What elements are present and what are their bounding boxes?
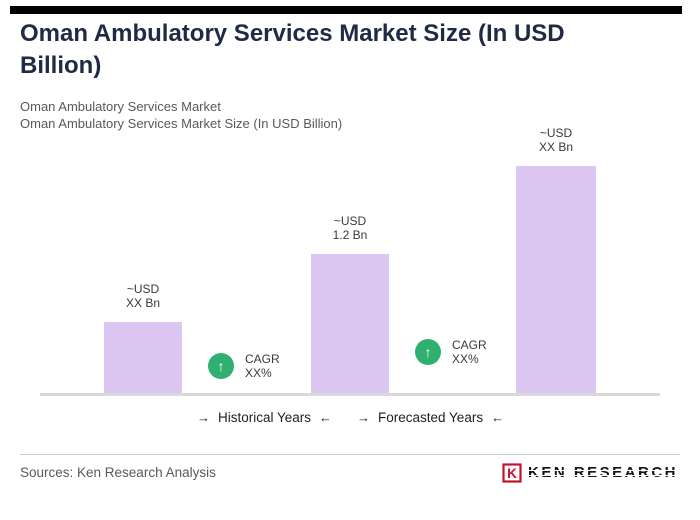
bar-value-label-2: ~USD 1.2 Bn [333,214,368,242]
footer-divider [20,454,680,455]
bar-current [311,254,389,394]
bar-label-line: ~USD [333,214,367,228]
bar-label-line: 1.2 Bn [332,228,368,242]
cagr-text-line: CAGR [452,338,487,352]
bar-forecast [516,166,596,394]
logo-slit-line [527,474,678,476]
forecasted-years-label: → Forecasted Years ← [357,410,504,425]
ken-research-logo: K KEN RESEARCH [502,463,678,483]
up-arrow-glyph: ↑ [424,344,432,360]
growth-up-arrow-icon: ↑ [415,339,441,365]
top-accent-bar [10,6,682,14]
cagr-badge-1: ↑ CAGR XX% [208,352,280,380]
cagr-text-line: XX% [452,352,479,366]
cagr-label-2: CAGR XX% [452,338,487,366]
left-arrow-icon: ← [491,410,505,425]
right-arrow-icon: → [197,410,210,425]
cagr-badge-2: ↑ CAGR XX% [415,338,487,366]
logo-slit-line [527,470,678,472]
cagr-text-line: CAGR [245,352,280,366]
ken-research-logo-text: KEN RESEARCH [527,463,678,483]
right-arrow-icon: → [357,410,370,425]
historical-years-text: Historical Years [218,410,312,425]
bar-group-3: ~USD XX Bn [516,126,596,394]
cagr-text-line: XX% [245,366,272,380]
x-axis-baseline [40,393,660,396]
chart-subtitle-market: Oman Ambulatory Services Market [20,99,221,114]
ken-research-logo-icon: K [502,463,522,483]
cagr-label-1: CAGR XX% [245,352,280,380]
bar-historical [104,322,182,394]
forecasted-years-text: Forecasted Years [378,410,484,425]
chart-subtitle-market-size: Oman Ambulatory Services Market Size (In… [20,116,343,131]
source-text: Sources: Ken Research Analysis [20,465,216,480]
bar-value-label-1: ~USD XX Bn [126,282,160,310]
up-arrow-glyph: ↑ [217,358,225,374]
bar-label-line: ~USD [126,282,160,296]
logo-wordmark: KEN RESEARCH [527,464,678,481]
growth-up-arrow-icon: ↑ [208,353,234,379]
left-arrow-icon: ← [319,410,333,425]
bar-group-1: ~USD XX Bn [104,282,182,394]
bar-value-label-3: ~USD XX Bn [539,126,573,154]
bar-label-line: ~USD [539,126,573,140]
bar-label-line: XX Bn [538,140,574,154]
historical-years-label: → Historical Years ← [197,410,332,425]
bar-group-2: ~USD 1.2 Bn [311,214,389,394]
page-title: Oman Ambulatory Services Market Size (In… [20,20,565,79]
svg-text:K: K [507,466,517,481]
bar-label-line: XX Bn [125,296,161,310]
